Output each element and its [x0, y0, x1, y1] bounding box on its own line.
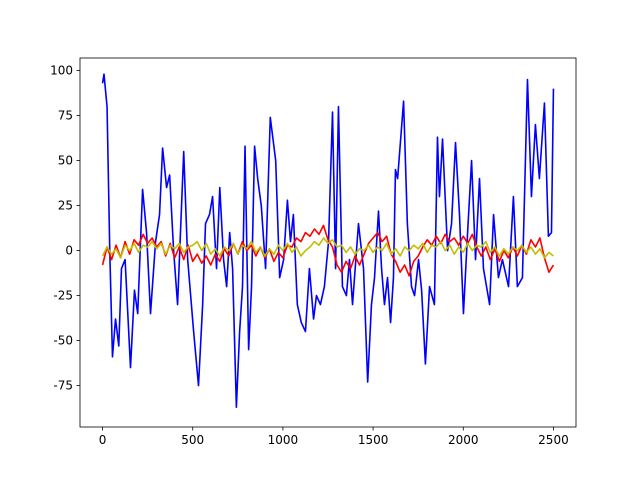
data-line [101, 224, 555, 277]
y-tick-label: 75 [58, 109, 73, 123]
x-tick-label: 500 [181, 433, 204, 447]
x-tick-label: 1000 [268, 433, 299, 447]
data-line [101, 237, 554, 259]
y-tick-label: 0 [65, 244, 73, 258]
y-tick-label: -50 [53, 334, 73, 348]
data-line [101, 73, 555, 408]
y-tick-label: -75 [53, 379, 73, 393]
y-tick-label: 100 [50, 64, 73, 78]
y-tick-label: 50 [58, 154, 73, 168]
x-tick-label: 1500 [358, 433, 389, 447]
plot-frame [79, 57, 577, 428]
y-tick-label: -25 [53, 289, 73, 303]
x-tick-label: 2500 [538, 433, 569, 447]
x-tick-label: 0 [99, 433, 107, 447]
x-tick-label: 2000 [448, 433, 479, 447]
y-tick-label: 25 [58, 199, 73, 213]
